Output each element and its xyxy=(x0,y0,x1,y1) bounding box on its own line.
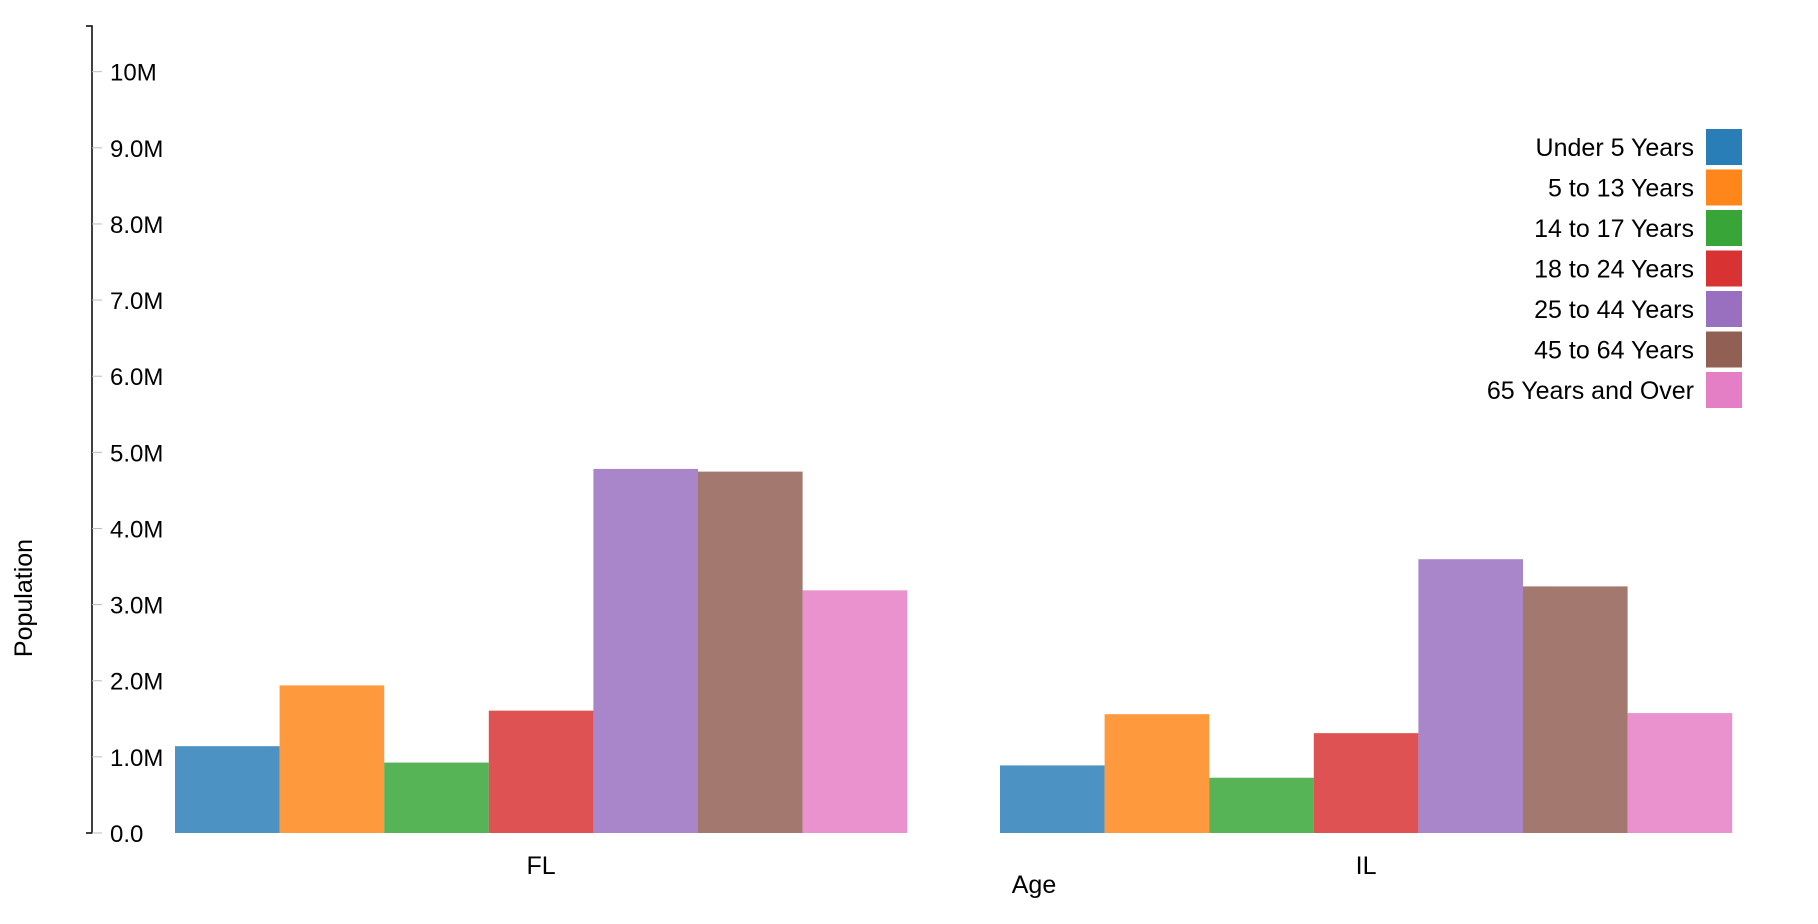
bar[interactable] xyxy=(1523,586,1628,833)
y-axis-line xyxy=(86,25,93,834)
legend-swatch xyxy=(1706,250,1742,287)
y-tick-label: 7.0M xyxy=(110,288,163,315)
bar[interactable] xyxy=(1418,559,1523,833)
x-category-label: IL xyxy=(1356,852,1377,880)
bar-group xyxy=(175,468,908,833)
bar[interactable] xyxy=(1627,713,1733,833)
bar[interactable] xyxy=(175,746,280,833)
y-tick-label: 2.0M xyxy=(110,669,163,696)
y-tick-label: 5.0M xyxy=(110,440,163,467)
bar[interactable] xyxy=(1104,714,1210,833)
legend-label: 45 to 64 Years xyxy=(1534,337,1694,365)
legend: Under 5 Years 5 to 13 Years 14 to 17 Years… xyxy=(1487,129,1742,408)
legend-swatch xyxy=(1706,331,1742,368)
bar[interactable] xyxy=(1313,733,1419,833)
legend-label: 5 to 13 Years xyxy=(1548,175,1694,203)
y-tick-label: 4.0M xyxy=(110,516,163,543)
legend-label: Under 5 Years xyxy=(1536,134,1694,162)
legend-swatch xyxy=(1706,210,1742,246)
bar[interactable] xyxy=(384,762,489,833)
bar[interactable] xyxy=(593,468,698,833)
y-tick-label: 0.0 xyxy=(110,821,143,848)
legend-swatch xyxy=(1706,372,1742,408)
bar[interactable] xyxy=(802,590,908,833)
x-category-label: FL xyxy=(527,852,556,880)
legend-item: Under 5 Years xyxy=(1536,129,1742,165)
bar[interactable] xyxy=(1209,777,1314,833)
y-tick-label: 8.0M xyxy=(110,212,163,239)
legend-label: 14 to 17 Years xyxy=(1534,215,1694,243)
bar[interactable] xyxy=(698,471,803,833)
legend-label: 65 Years and Over xyxy=(1487,377,1694,405)
legend-item: 14 to 17 Years xyxy=(1534,210,1742,246)
y-tick-label: 9.0M xyxy=(110,136,163,163)
y-tick-label: 3.0M xyxy=(110,593,163,620)
bar-group xyxy=(1000,559,1733,833)
legend-label: 25 to 44 Years xyxy=(1534,296,1694,324)
x-axis: FL IL xyxy=(527,852,1377,880)
legend-swatch xyxy=(1706,169,1742,206)
legend-label: 18 to 24 Years xyxy=(1534,256,1694,284)
legend-item: 25 to 44 Years xyxy=(1534,291,1742,327)
legend-item: 18 to 24 Years xyxy=(1534,250,1742,287)
y-axis: 0.0 1.0M 2.0M 3.0M 4.0M 5.0M 6.0M 7.0M 8.0M 9.0M 1… xyxy=(86,25,163,848)
legend-item: 5 to 13 Years xyxy=(1548,169,1742,206)
legend-swatch xyxy=(1706,291,1742,327)
legend-swatch xyxy=(1706,129,1742,165)
y-tick-label: 10M xyxy=(110,60,157,87)
y-tick-label: 6.0M xyxy=(110,364,163,391)
bar[interactable] xyxy=(488,710,594,833)
bar[interactable] xyxy=(279,685,385,833)
x-axis-title: Age xyxy=(1012,871,1056,899)
bars xyxy=(175,468,1733,833)
legend-item: 45 to 64 Years xyxy=(1534,331,1742,368)
y-tick-label: 1.0M xyxy=(110,745,163,772)
y-axis-title: Population xyxy=(10,539,38,657)
legend-item: 65 Years and Over xyxy=(1487,372,1742,408)
bar[interactable] xyxy=(1000,765,1105,833)
